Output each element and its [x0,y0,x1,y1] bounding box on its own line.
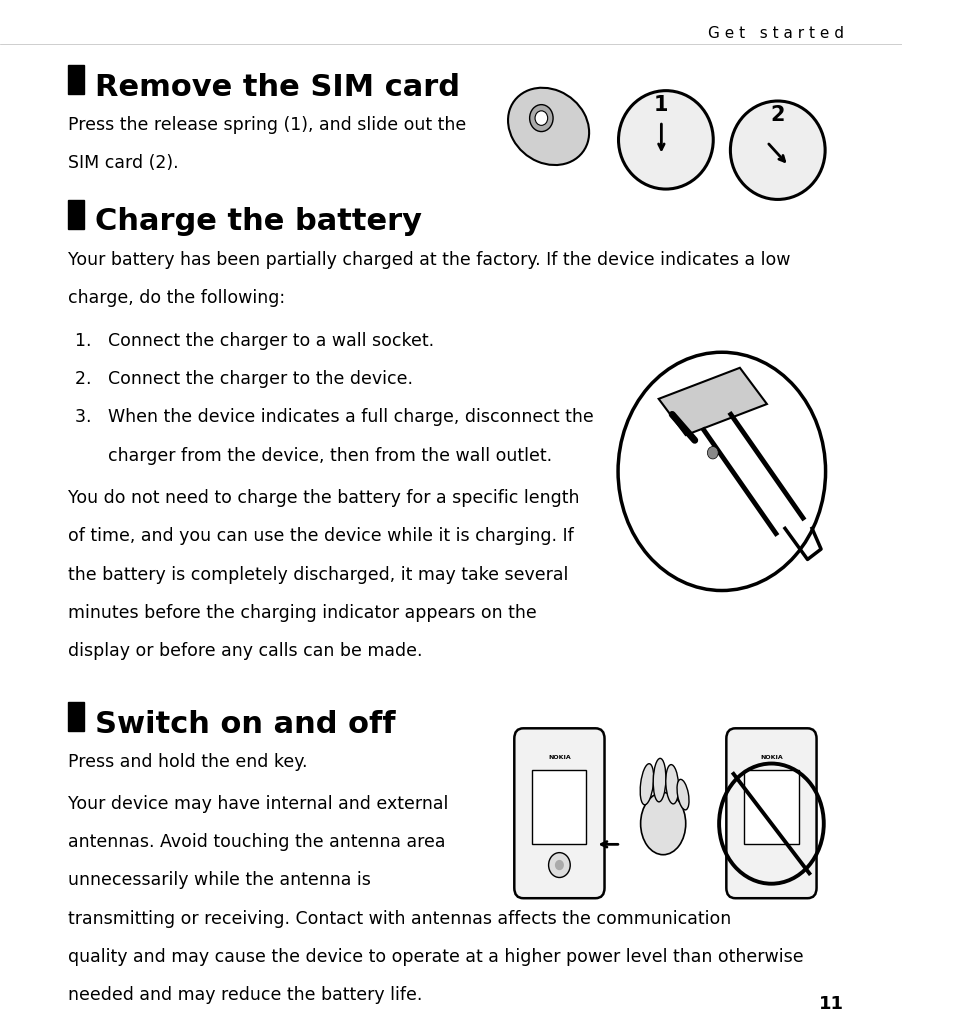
Ellipse shape [618,91,713,190]
FancyBboxPatch shape [532,770,586,844]
Ellipse shape [730,102,824,200]
Text: 11: 11 [818,996,842,1013]
Ellipse shape [677,779,688,810]
Text: minutes before the charging indicator appears on the: minutes before the charging indicator ap… [68,604,536,622]
FancyBboxPatch shape [514,728,604,898]
FancyBboxPatch shape [68,200,84,229]
Circle shape [548,853,570,877]
Polygon shape [658,368,766,435]
FancyBboxPatch shape [68,65,84,94]
Text: 3.   When the device indicates a full charge, disconnect the: 3. When the device indicates a full char… [74,408,593,426]
Text: 1.   Connect the charger to a wall socket.: 1. Connect the charger to a wall socket. [74,332,434,349]
Ellipse shape [665,765,678,804]
Ellipse shape [639,764,653,805]
Text: 1: 1 [654,94,668,115]
Text: charger from the device, then from the wall outlet.: charger from the device, then from the w… [74,447,552,464]
Text: NOKIA: NOKIA [760,755,782,759]
FancyBboxPatch shape [743,770,798,844]
Ellipse shape [653,758,665,802]
Text: quality and may cause the device to operate at a higher power level than otherwi: quality and may cause the device to oper… [68,948,802,966]
Circle shape [618,352,824,591]
Text: antennas. Avoid touching the antenna area: antennas. Avoid touching the antenna are… [68,833,445,851]
Text: Remove the SIM card: Remove the SIM card [94,73,459,102]
FancyBboxPatch shape [725,728,816,898]
Text: unnecessarily while the antenna is: unnecessarily while the antenna is [68,871,370,889]
Text: transmitting or receiving. Contact with antennas affects the communication: transmitting or receiving. Contact with … [68,910,730,927]
Text: charge, do the following:: charge, do the following: [68,289,285,307]
Circle shape [535,111,547,125]
Text: You do not need to charge the battery for a specific length: You do not need to charge the battery fo… [68,489,578,507]
Text: Switch on and off: Switch on and off [94,710,395,739]
Text: G e t   s t a r t e d: G e t s t a r t e d [707,26,842,40]
Text: 2: 2 [770,105,784,125]
Text: NOKIA: NOKIA [547,755,570,759]
Text: Press the release spring (1), and slide out the: Press the release spring (1), and slide … [68,116,465,134]
Text: the battery is completely discharged, it may take several: the battery is completely discharged, it… [68,566,567,583]
Text: display or before any calls can be made.: display or before any calls can be made. [68,642,422,660]
FancyBboxPatch shape [68,702,84,731]
Text: SIM card (2).: SIM card (2). [68,154,178,172]
Text: Press and hold the end key.: Press and hold the end key. [68,753,307,771]
Circle shape [555,860,563,870]
Text: Charge the battery: Charge the battery [94,207,421,236]
Text: Your battery has been partially charged at the factory. If the device indicates : Your battery has been partially charged … [68,251,789,268]
Ellipse shape [508,88,589,165]
Text: 2.   Connect the charger to the device.: 2. Connect the charger to the device. [74,370,413,387]
Text: of time, and you can use the device while it is charging. If: of time, and you can use the device whil… [68,527,573,545]
Text: needed and may reduce the battery life.: needed and may reduce the battery life. [68,986,421,1004]
Circle shape [706,447,718,459]
Text: Your device may have internal and external: Your device may have internal and extern… [68,795,448,812]
Circle shape [529,105,553,132]
Ellipse shape [640,793,685,855]
